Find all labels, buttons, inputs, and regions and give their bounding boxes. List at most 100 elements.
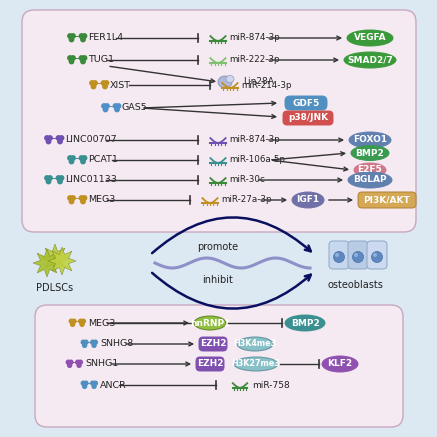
FancyBboxPatch shape	[367, 241, 387, 269]
FancyBboxPatch shape	[199, 337, 227, 351]
Text: p38/JNK: p38/JNK	[288, 114, 328, 122]
Circle shape	[82, 56, 87, 60]
Text: MEG3: MEG3	[88, 195, 115, 205]
Circle shape	[94, 340, 97, 344]
Text: MEG3: MEG3	[88, 319, 115, 327]
Text: miR-758: miR-758	[252, 381, 290, 389]
Text: KLF2: KLF2	[327, 360, 353, 368]
Text: LINC01133: LINC01133	[65, 176, 117, 184]
Circle shape	[48, 136, 52, 140]
Text: VEGFA: VEGFA	[354, 34, 386, 42]
Circle shape	[82, 156, 87, 160]
Circle shape	[68, 196, 72, 200]
Circle shape	[59, 136, 64, 140]
Text: miR-214-3p: miR-214-3p	[241, 80, 291, 90]
Circle shape	[371, 252, 382, 263]
Ellipse shape	[322, 356, 358, 372]
Circle shape	[81, 381, 85, 385]
Text: LINC00707: LINC00707	[65, 135, 117, 145]
Ellipse shape	[194, 316, 226, 330]
Text: miR-106a-5p: miR-106a-5p	[229, 156, 285, 164]
Text: BMP2: BMP2	[356, 149, 385, 157]
Text: FER1L4: FER1L4	[88, 34, 123, 42]
Circle shape	[68, 56, 72, 60]
Circle shape	[103, 108, 108, 112]
Circle shape	[101, 81, 106, 85]
Ellipse shape	[348, 172, 392, 188]
Circle shape	[56, 136, 61, 140]
Text: SNHG1: SNHG1	[85, 360, 118, 368]
Circle shape	[68, 156, 72, 160]
Circle shape	[91, 381, 95, 385]
Text: osteoblasts: osteoblasts	[327, 280, 383, 290]
Circle shape	[81, 319, 85, 323]
Text: E2F5: E2F5	[357, 166, 382, 174]
Circle shape	[69, 160, 74, 164]
Circle shape	[105, 104, 109, 108]
Text: hnRNP1: hnRNP1	[190, 319, 230, 327]
Circle shape	[103, 84, 107, 89]
Text: ANCR: ANCR	[100, 381, 127, 389]
Text: SMAD2/7: SMAD2/7	[347, 55, 393, 65]
Circle shape	[94, 381, 97, 385]
Circle shape	[71, 323, 75, 326]
Polygon shape	[33, 249, 61, 277]
Circle shape	[58, 179, 62, 184]
Ellipse shape	[351, 146, 389, 160]
Text: GDF5: GDF5	[292, 98, 319, 108]
Polygon shape	[48, 247, 76, 275]
Circle shape	[79, 196, 84, 200]
Ellipse shape	[226, 76, 234, 83]
Circle shape	[69, 319, 73, 323]
FancyBboxPatch shape	[196, 357, 224, 371]
Circle shape	[91, 340, 95, 344]
Ellipse shape	[218, 76, 232, 88]
Circle shape	[79, 34, 84, 38]
Ellipse shape	[285, 315, 325, 331]
Text: H3K27me3: H3K27me3	[232, 360, 281, 368]
Circle shape	[80, 323, 84, 326]
Circle shape	[82, 196, 87, 200]
Text: PDLSCs: PDLSCs	[36, 283, 73, 293]
Circle shape	[78, 360, 83, 364]
FancyBboxPatch shape	[283, 111, 333, 125]
Circle shape	[68, 34, 72, 38]
Text: PI3K/AKT: PI3K/AKT	[364, 195, 410, 205]
Circle shape	[81, 160, 85, 164]
Circle shape	[71, 34, 75, 38]
FancyBboxPatch shape	[329, 241, 349, 269]
Circle shape	[83, 385, 87, 388]
Circle shape	[84, 381, 88, 385]
Circle shape	[76, 360, 80, 364]
Circle shape	[72, 319, 76, 323]
Circle shape	[59, 176, 64, 180]
Circle shape	[84, 340, 88, 344]
Circle shape	[353, 252, 364, 263]
Circle shape	[115, 108, 119, 112]
Circle shape	[46, 179, 51, 184]
Ellipse shape	[292, 192, 324, 208]
Circle shape	[90, 81, 94, 85]
Text: TUG1: TUG1	[88, 55, 114, 65]
Circle shape	[45, 136, 49, 140]
Text: miR-874-3p: miR-874-3p	[229, 34, 280, 42]
Text: BMP2: BMP2	[291, 319, 319, 327]
Circle shape	[92, 343, 96, 347]
Ellipse shape	[237, 337, 273, 351]
Circle shape	[69, 360, 73, 364]
Circle shape	[335, 253, 339, 257]
Circle shape	[333, 252, 344, 263]
Circle shape	[71, 196, 75, 200]
Text: miR-27a-3p: miR-27a-3p	[221, 195, 271, 205]
Circle shape	[77, 364, 81, 368]
Circle shape	[45, 176, 49, 180]
Circle shape	[81, 340, 85, 344]
Circle shape	[71, 156, 75, 160]
Circle shape	[113, 104, 118, 108]
Circle shape	[69, 199, 74, 204]
Circle shape	[116, 104, 121, 108]
Ellipse shape	[349, 132, 391, 148]
Circle shape	[46, 139, 51, 144]
Polygon shape	[41, 244, 69, 272]
Ellipse shape	[354, 163, 386, 177]
